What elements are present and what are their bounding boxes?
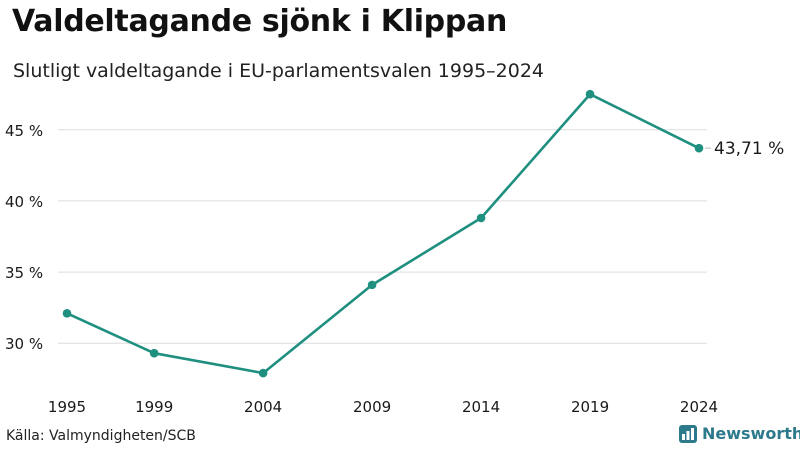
x-tick-label: 2024 <box>680 398 718 416</box>
x-tick-label: 1999 <box>135 398 173 416</box>
y-tick-label: 45 % <box>5 122 43 140</box>
x-tick-label: 2009 <box>353 398 391 416</box>
chart-subtitle: Slutligt valdeltagande i EU-parlamentsva… <box>13 60 545 82</box>
series-layer: 43,71 % <box>62 89 784 378</box>
source-note: Källa: Valmyndigheten/SCB <box>6 428 196 444</box>
data-point <box>367 280 377 290</box>
data-point <box>694 143 704 153</box>
data-point <box>585 89 595 99</box>
y-tick-label: 40 % <box>5 193 43 211</box>
x-tick-label: 1995 <box>48 398 86 416</box>
y-tick-label: 35 % <box>5 264 43 282</box>
chart-title: Valdeltagande sjönk i Klippan <box>12 4 508 39</box>
x-axis-tick-labels: 1995 1999 2004 2009 2014 2019 2024 <box>48 398 718 416</box>
data-point <box>62 309 72 318</box>
brand-logo: Newsworthy <box>679 424 800 443</box>
x-tick-label: 2019 <box>571 398 609 416</box>
series-line <box>65 92 701 375</box>
data-point <box>258 368 268 378</box>
newsworthy-logo-icon <box>679 424 697 443</box>
data-point <box>476 213 486 223</box>
y-axis-tick-labels: 30 % 35 % 40 % 45 % <box>5 122 43 353</box>
y-tick-label: 30 % <box>5 335 43 353</box>
data-point <box>149 348 159 358</box>
gridlines <box>58 129 707 344</box>
x-tick-label: 2014 <box>462 398 500 416</box>
x-tick-label: 2004 <box>244 398 282 416</box>
brand-name: Newsworthy <box>702 424 800 443</box>
end-value-label: 43,71 % <box>714 139 784 159</box>
